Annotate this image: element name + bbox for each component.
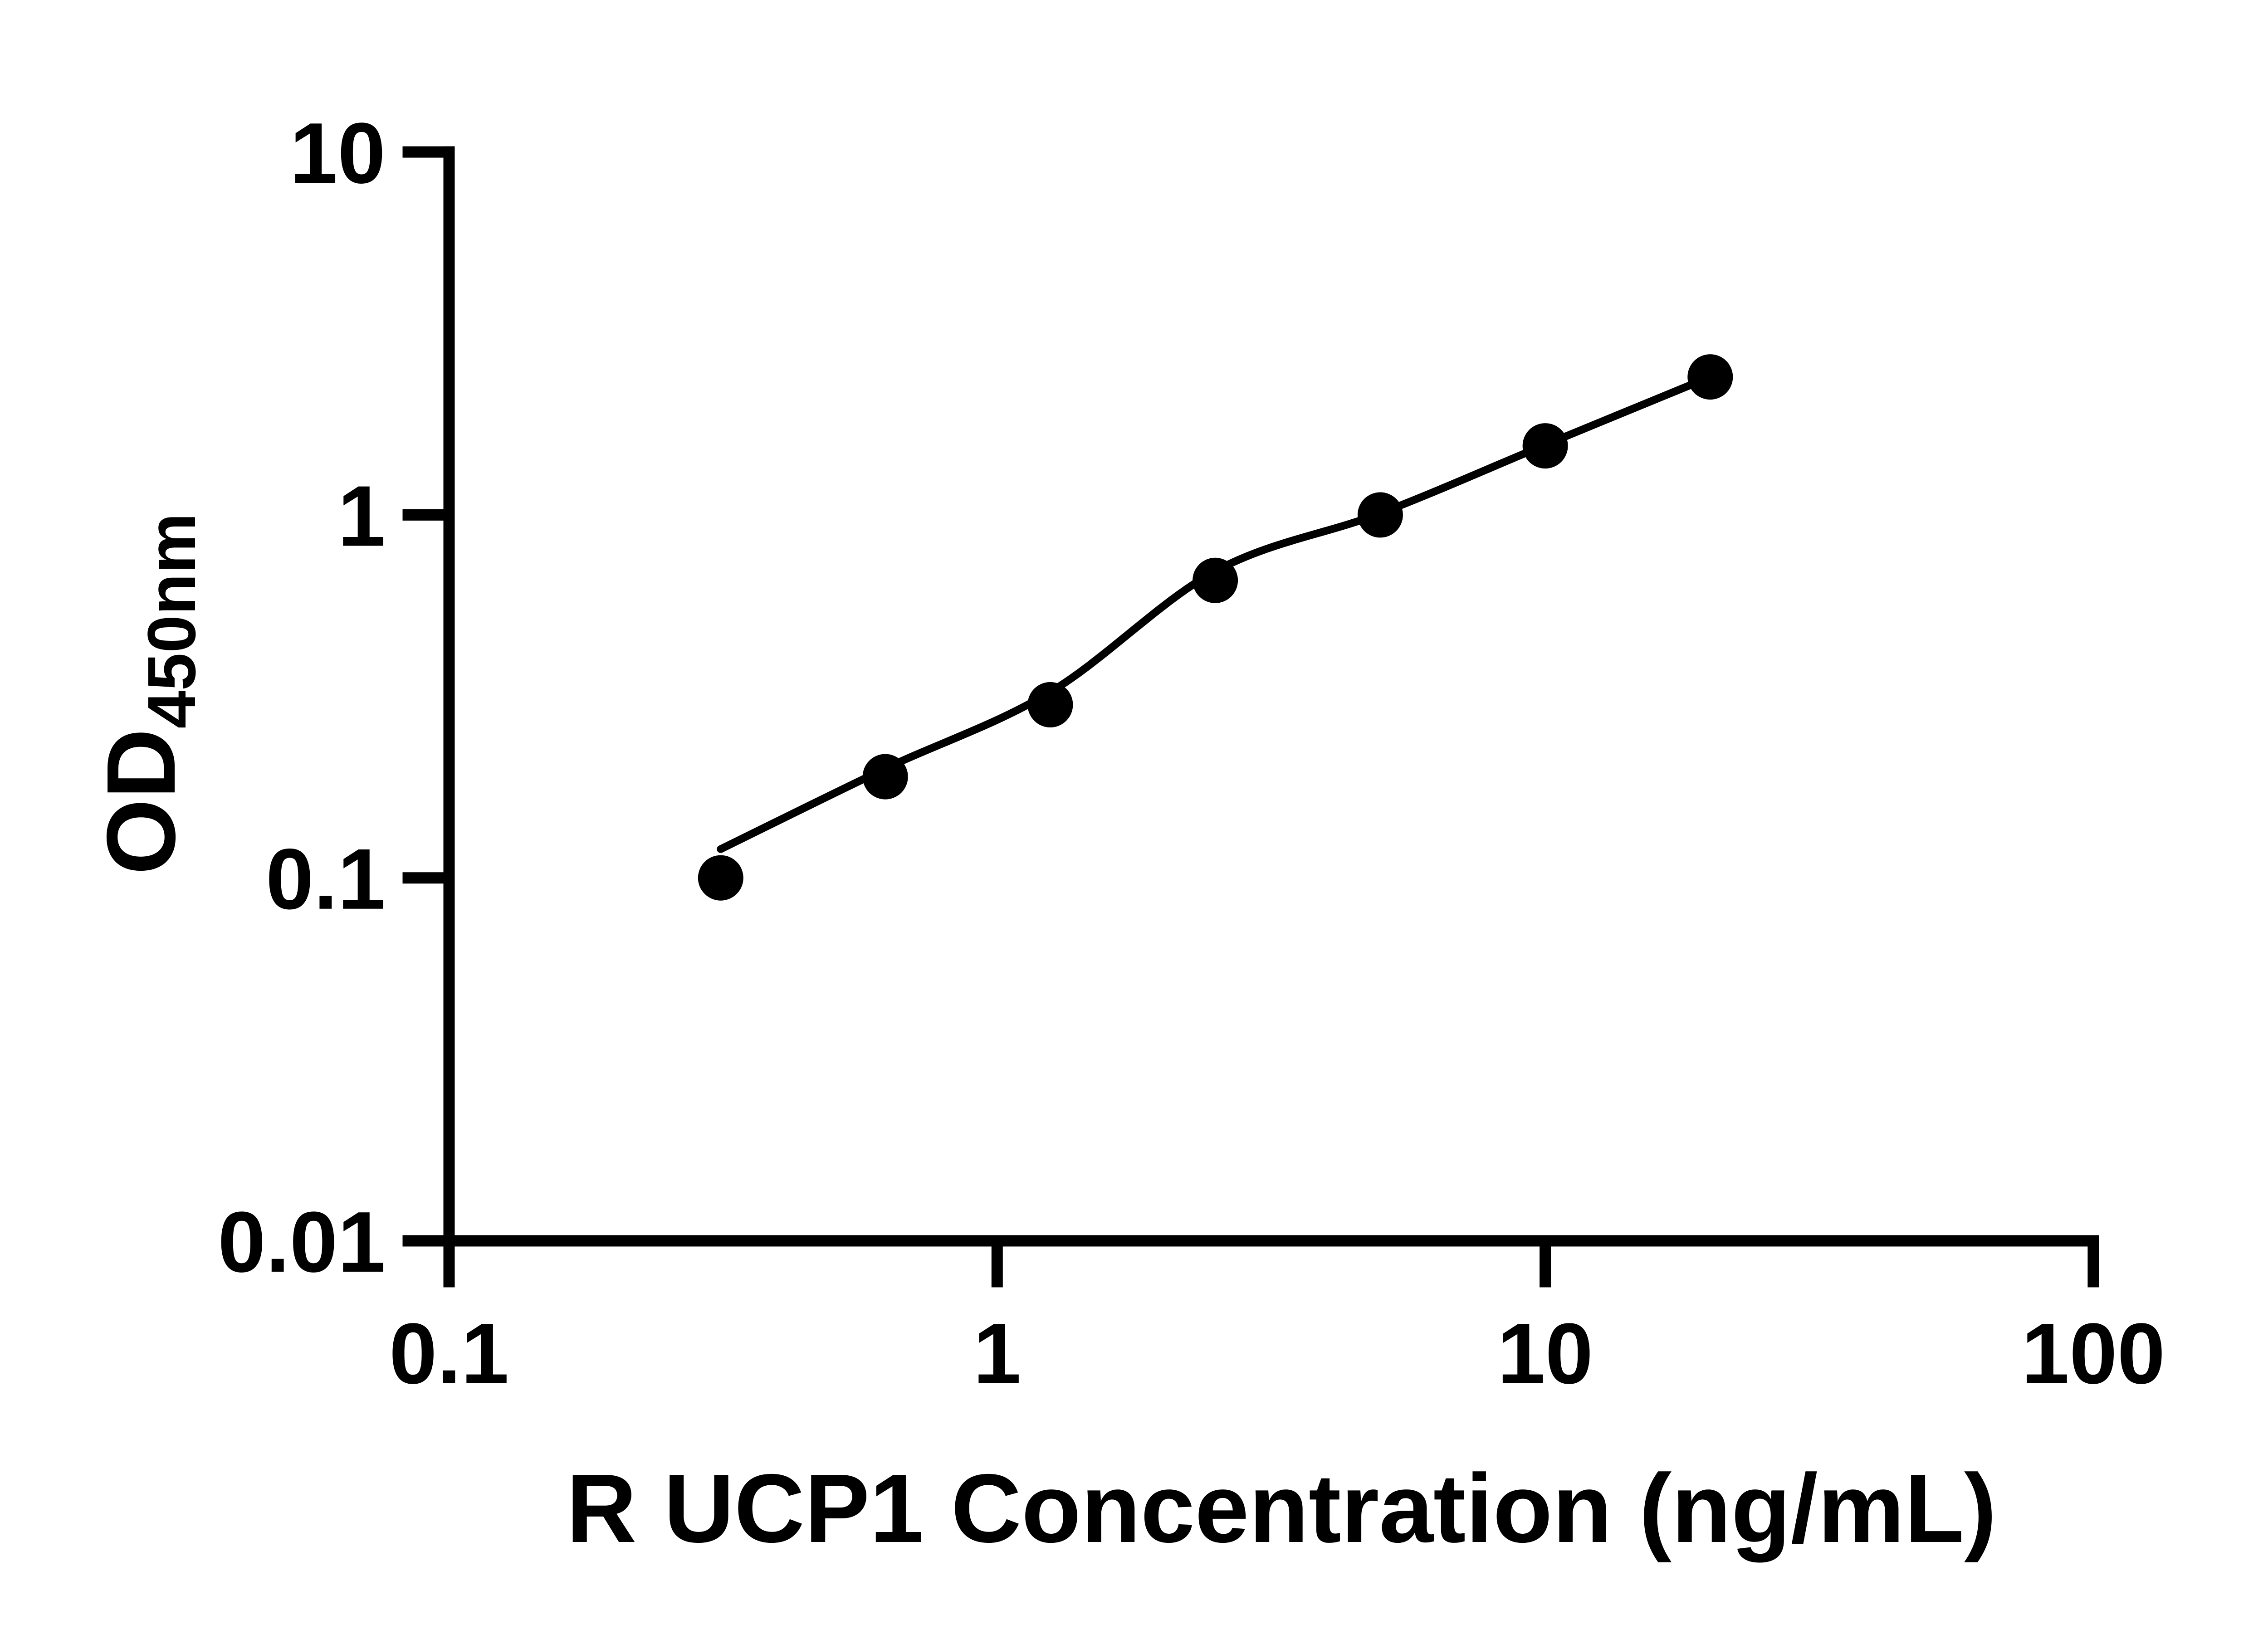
data-point-5ng-ml: [1357, 492, 1403, 538]
x-tick-label-1: 1: [973, 1306, 1021, 1402]
y-axis-title-main: OD: [86, 728, 196, 875]
data-point-0.625ng-ml: [862, 754, 908, 800]
data-point-layer: [698, 354, 1733, 901]
y-tick-label-0.01: 0.01: [218, 1194, 386, 1290]
data-point-2.5ng-ml: [1193, 557, 1238, 603]
y-tick-label-10: 10: [290, 105, 386, 201]
x-tick-label-100: 100: [2021, 1306, 2165, 1402]
x-axis-title: R UCP1 Concentration (ng/mL): [566, 1454, 1996, 1563]
y-tick-label-1: 1: [337, 468, 386, 564]
data-point-0.313ng-ml: [698, 855, 743, 901]
axes: [402, 146, 2099, 1288]
x-tick-label-10: 10: [1497, 1306, 1593, 1402]
x-tick-label-0.1: 0.1: [389, 1306, 509, 1402]
data-point-20ng-ml: [1687, 354, 1733, 400]
y-axis-title: OD450nm: [86, 513, 210, 875]
data-point-10ng-ml: [1522, 423, 1568, 469]
y-axis-title-subscript: 450nm: [133, 513, 210, 728]
y-tick-label-0.1: 0.1: [266, 831, 386, 927]
data-point-1.25ng-ml: [1027, 682, 1073, 727]
